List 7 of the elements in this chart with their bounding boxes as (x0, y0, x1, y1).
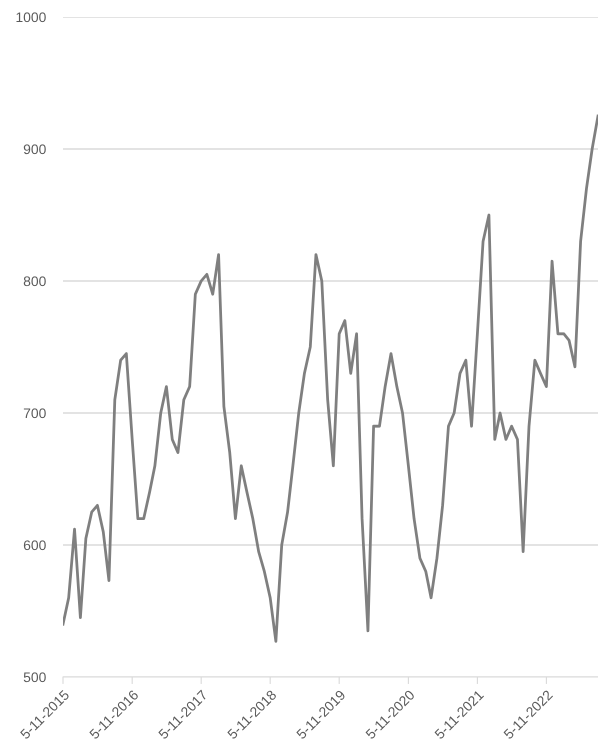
line-series (63, 114, 598, 643)
y-tick-label: 700 (24, 408, 46, 418)
y-tick-label: 600 (24, 540, 46, 550)
y-tick-label: 1000 (16, 12, 46, 22)
y-tick-label: 900 (24, 144, 46, 154)
y-tick-label: 500 (24, 672, 46, 682)
y-tick-label: 800 (24, 276, 46, 286)
